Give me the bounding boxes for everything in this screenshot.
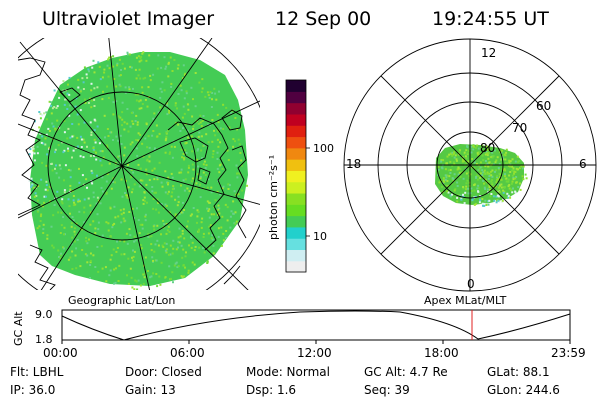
timeline-tick-4: 23:59 [551, 346, 586, 360]
altitude-curve [61, 310, 571, 341]
info-panel: Flt: LBHL Door: Closed Mode: Normal GC A… [10, 365, 560, 397]
graticule [18, 38, 260, 290]
mlat-label-80: 80 [480, 141, 495, 155]
info-door: Door: Closed [125, 365, 202, 379]
info-glon: GLon: 244.6 [487, 383, 560, 397]
orbit-timeline: 9.0 1.8 GC Alt 00:00 06:00 12:00 18:00 2… [12, 308, 586, 360]
time-label: 19:24:55 UT [432, 8, 549, 30]
timeline-ymin: 1.8 [35, 333, 53, 346]
info-filter: Flt: LBHL [10, 365, 64, 379]
mlt-label-0: 0 [467, 277, 475, 291]
auroral-image-geographic [30, 52, 248, 286]
info-dsp: Dsp: 1.6 [246, 383, 296, 397]
colorbar-tick-100: 100 [313, 142, 334, 155]
polar-grid [343, 38, 597, 292]
info-mode: Mode: Normal [246, 365, 330, 379]
info-gc-alt: GC Alt: 4.7 Re [364, 365, 448, 379]
timeline-tick-3: 18:00 [424, 346, 459, 360]
colorbar-tick-10: 10 [313, 230, 327, 243]
mlat-label-70: 70 [512, 121, 527, 135]
info-glat: GLat: 88.1 [487, 365, 550, 379]
instrument-title: Ultraviolet Imager [42, 8, 214, 30]
timeline-ymax: 9.0 [35, 308, 53, 321]
date-label: 12 Sep 00 [275, 8, 371, 30]
timeline-tick-0: 00:00 [43, 346, 78, 360]
geographic-caption: Geographic Lat/Lon [68, 294, 175, 307]
info-gain: Gain: 13 [125, 383, 176, 397]
apex-caption: Apex MLat/MLT [424, 294, 507, 307]
mlt-label-12: 12 [481, 46, 496, 60]
colorbar-frame [285, 79, 307, 273]
timeline-tick-2: 12:00 [297, 346, 332, 360]
mlt-label-6: 6 [579, 157, 587, 171]
colorbar-unit-label: photon cm⁻²s⁻¹ [267, 155, 280, 240]
info-seq: Seq: 39 [364, 383, 410, 397]
colorbar: 100 10 photon cm⁻²s⁻¹ [267, 79, 334, 273]
mlt-label-18: 18 [346, 157, 361, 171]
geographic-map-panel [18, 38, 260, 290]
mlat-label-60: 60 [536, 99, 551, 113]
apex-polar-panel: 12 18 6 0 60 70 80 [343, 38, 597, 292]
colorbar-gradient [286, 80, 306, 273]
timeline-ylabel: GC Alt [12, 311, 25, 346]
info-ip: IP: 36.0 [10, 383, 55, 397]
timeline-tick-1: 06:00 [170, 346, 205, 360]
